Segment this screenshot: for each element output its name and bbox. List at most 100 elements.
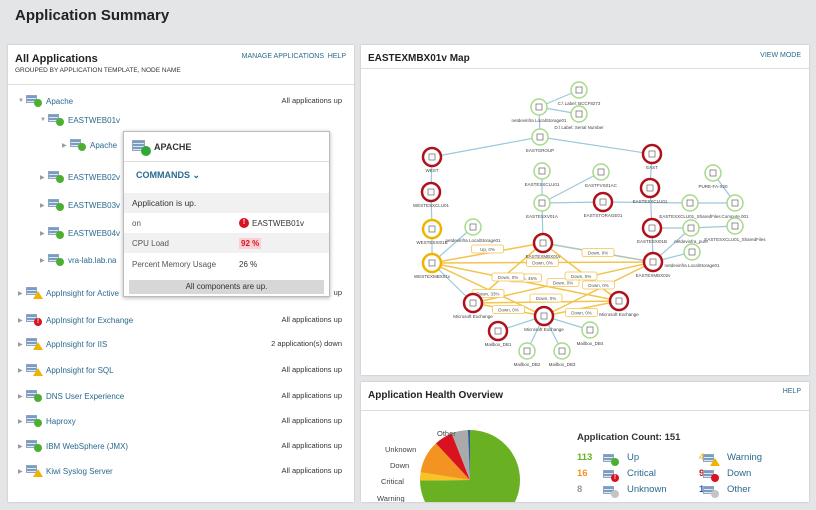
help-link[interactable]: HELP [327,53,346,60]
tree-item-label[interactable]: DNS User Experience [46,391,125,401]
expand-icon[interactable]: ▶ [18,341,23,348]
expand-icon[interactable]: ▶ [18,443,23,450]
commands-dropdown[interactable]: COMMANDS ⌄ [136,170,200,181]
pie-slice-critical[interactable] [420,443,470,480]
tree-item-label[interactable]: Apache [90,140,118,150]
tree-row[interactable]: ▶ EASTWEB02v [40,170,120,184]
application-count: Application Count: 151 [577,432,681,443]
legend-link-down[interactable]: Down [727,468,752,479]
map-node-up[interactable] [592,163,610,181]
map-node-down[interactable] [608,290,630,312]
map-node-warning[interactable] [421,252,443,274]
expand-icon[interactable]: ▶ [18,317,23,324]
expand-icon[interactable]: ▶ [18,468,23,475]
map-node-up[interactable] [570,105,588,123]
tree-item-label[interactable]: AppInsight for IIS [46,339,108,349]
map-node-down[interactable] [533,305,555,327]
expand-icon[interactable]: ▶ [18,393,23,400]
tree-row[interactable]: ▶ AppInsight for SQL [18,363,114,377]
map-node-up[interactable] [681,194,699,212]
tree-row[interactable]: ▶ vra-lab.lab.na [40,253,116,267]
map-node-up[interactable] [533,162,551,180]
expand-icon[interactable]: ▶ [40,257,45,264]
expand-icon[interactable]: ▶ [18,290,23,297]
expand-icon[interactable]: ▶ [18,418,23,425]
map-node-down[interactable] [642,251,664,273]
tree-item-label[interactable]: AppInsight for Active [46,288,119,298]
pie-slice-down[interactable] [435,433,470,480]
map-node-up[interactable] [570,81,588,99]
tree-item-label[interactable]: EASTWEB02v [68,172,121,182]
map-node-up[interactable] [683,243,701,261]
link-label: Down, 0% [498,308,519,313]
tree-row[interactable]: ▶ DNS User Experience [18,389,124,403]
expand-icon[interactable]: ▶ [18,367,23,374]
map-node-label: EASTESXCLU01_SharedFiles [704,237,766,242]
legend-link-warning[interactable]: Warning [727,452,763,463]
tree-item-label[interactable]: AppInsight for Exchange [46,315,134,325]
map-node-down[interactable] [532,232,554,254]
map-node-down[interactable] [641,217,663,239]
map-node-up[interactable] [464,218,482,236]
map-node-down[interactable] [639,177,661,199]
tree-row[interactable]: ▶ EASTWEB04v [40,226,120,240]
tree-item-label[interactable]: EASTWEB01v [68,115,121,125]
map-node-up[interactable] [682,219,700,237]
view-mode-link[interactable]: VIEW MODE [760,52,801,59]
tree-row[interactable]: ▶ AppInsight for Active [18,286,119,300]
tree-row[interactable]: ▶ EASTWEB03v [40,198,120,212]
expand-icon[interactable]: ▶ [62,142,67,149]
map-node-up[interactable] [518,342,536,360]
tree-row[interactable]: ▶! AppInsight for Exchange [18,313,133,327]
map-node-down[interactable] [421,146,443,168]
map-node-up[interactable] [530,98,548,116]
map-node-up[interactable] [726,194,744,212]
tree-item-label[interactable]: IBM WebSphere (JMX) [46,441,129,451]
map-node-up[interactable] [531,128,549,146]
tree-item-label[interactable]: Haproxy [46,416,76,426]
map-node-up[interactable] [726,217,744,235]
collapse-icon[interactable]: ▼ [18,98,24,104]
expand-icon[interactable]: ▶ [40,202,45,209]
tree-row[interactable]: ▶ Haproxy [18,414,76,428]
tree-row[interactable]: ▶ IBM WebSphere (JMX) [18,439,128,453]
tree-row[interactable]: ▶ Apache [62,138,117,152]
tree-item-label[interactable]: vra-lab.lab.na [68,255,117,265]
expand-icon[interactable]: ▶ [40,230,45,237]
manage-applications-link[interactable]: MANAGE APPLICATIONS [241,53,324,60]
map-node-up[interactable] [533,194,551,212]
map-node-down[interactable] [641,143,663,165]
legend-link-unknown[interactable]: Unknown [627,484,667,495]
tree-row[interactable]: ▼ EASTWEB01v [40,113,120,127]
map-node-warning[interactable] [421,218,443,240]
application-warning-icon [26,287,43,299]
pie-slice-unknown[interactable] [451,430,470,480]
expand-icon[interactable]: ▶ [40,174,45,181]
tree-item-label[interactable]: Kiwi Syslog Server [46,466,113,476]
tree-item-label[interactable]: Apache [46,96,74,106]
map-node-up[interactable] [581,321,599,339]
pie-slice-up[interactable] [420,430,520,502]
pie-slice-warning[interactable] [420,472,470,481]
tree-item-label[interactable]: AppInsight for SQL [46,365,114,375]
health-help-link[interactable]: HELP [782,388,801,395]
map-node-up[interactable] [704,164,722,182]
pie-slice-other[interactable] [467,430,470,480]
map-node-up[interactable] [553,342,571,360]
tree-row[interactable]: ▶ AppInsight for IIS [18,337,107,351]
collapse-icon[interactable]: ▼ [40,117,46,123]
tree-row[interactable]: ▼ Apache [18,94,73,108]
map-node-down[interactable] [592,191,614,213]
map-node-down[interactable] [462,292,484,314]
tree-row[interactable]: ▶ Kiwi Syslog Server [18,464,113,478]
tree-item-status: All applications up [281,391,342,400]
map-node-down[interactable] [487,320,509,342]
map-node-down[interactable] [420,181,442,203]
legend-link-other[interactable]: Other [727,484,751,495]
link-label: Down, 0% [571,274,592,279]
legend-link-up[interactable]: Up [627,452,640,463]
tree-item-label[interactable]: EASTWEB03v [68,200,121,210]
legend-link-critical[interactable]: Critical [627,468,657,479]
tree-item-label[interactable]: EASTWEB04v [68,228,121,238]
